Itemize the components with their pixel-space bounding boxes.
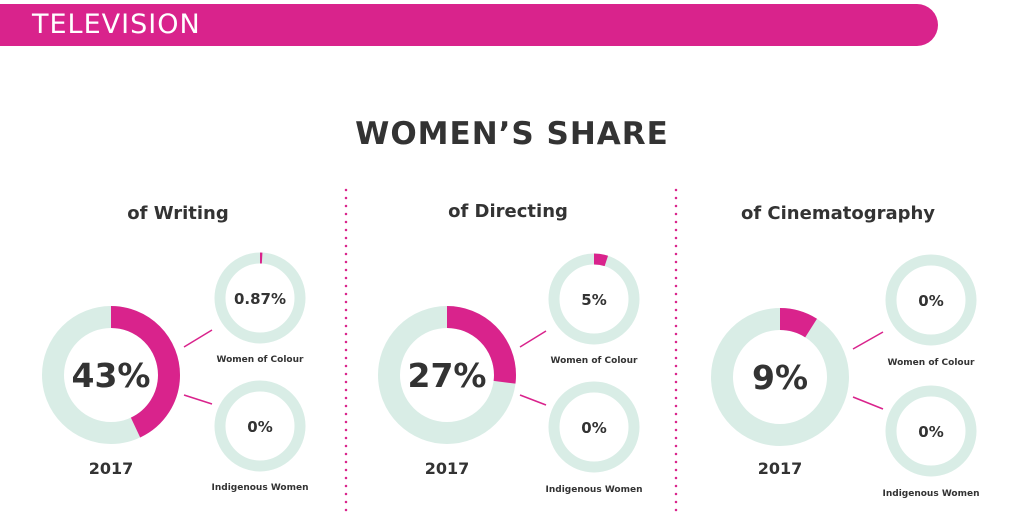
- chart-2-woc-name: Women of Colour: [551, 356, 639, 366]
- chart-3-main-label: 9%: [752, 358, 808, 397]
- chart-2-indigenous-value: 0%: [581, 419, 606, 437]
- chart-2-indigenous-donut-track: [548, 381, 640, 473]
- chart-1-year: 2017: [89, 459, 134, 478]
- chart-1-woc-name: Women of Colour: [217, 355, 305, 365]
- chart-1-main-donut-segment: [42, 306, 180, 444]
- chart-2-indigenous-name: Indigenous Women: [546, 485, 643, 495]
- chart-2-main-donut-segment: [378, 306, 516, 444]
- chart-1-indigenous-donut-track: [214, 380, 306, 472]
- chart-1-indigenous-value: 0%: [247, 418, 272, 436]
- banner-label: TELEVISION: [32, 9, 201, 40]
- page-title: WOMEN’S SHARE: [355, 116, 669, 152]
- chart-3-woc-donut-track: [885, 254, 977, 346]
- chart-3-indigenous-value: 0%: [918, 423, 943, 441]
- chart-3-main-donut-segment: [711, 308, 849, 446]
- chart-3-woc-value: 0%: [918, 292, 943, 310]
- chart-1-woc-donut-segment: [214, 252, 306, 344]
- chart-2-year: 2017: [425, 459, 470, 478]
- chart-3-year: 2017: [758, 459, 803, 478]
- chart-1-woc-value: 0.87%: [234, 290, 286, 308]
- chart-2-woc-donut-segment: [548, 253, 640, 345]
- chart-2-woc-value: 5%: [581, 291, 606, 309]
- chart-2-main-label: 27%: [408, 356, 487, 395]
- chart-2-connector-bottom: [519, 394, 547, 406]
- chart-3-connector-top: [852, 331, 884, 350]
- chart-1-title: of Writing: [127, 203, 229, 224]
- chart-1-indigenous-name: Indigenous Women: [212, 483, 309, 493]
- section-banner: TELEVISION: [0, 4, 938, 46]
- chart-3-connector-bottom: [852, 396, 884, 410]
- chart-2-title: of Directing: [448, 201, 568, 222]
- chart-1-main-label: 43%: [72, 356, 151, 395]
- chart-2-connector-top: [519, 330, 547, 348]
- chart-1-connector-bottom: [183, 394, 213, 405]
- chart-3-indigenous-name: Indigenous Women: [883, 489, 980, 499]
- chart-3-woc-name: Women of Colour: [888, 358, 976, 368]
- chart-1-connector-top: [183, 329, 213, 348]
- chart-3-title: of Cinematography: [741, 203, 935, 224]
- chart-3-indigenous-donut-track: [885, 385, 977, 477]
